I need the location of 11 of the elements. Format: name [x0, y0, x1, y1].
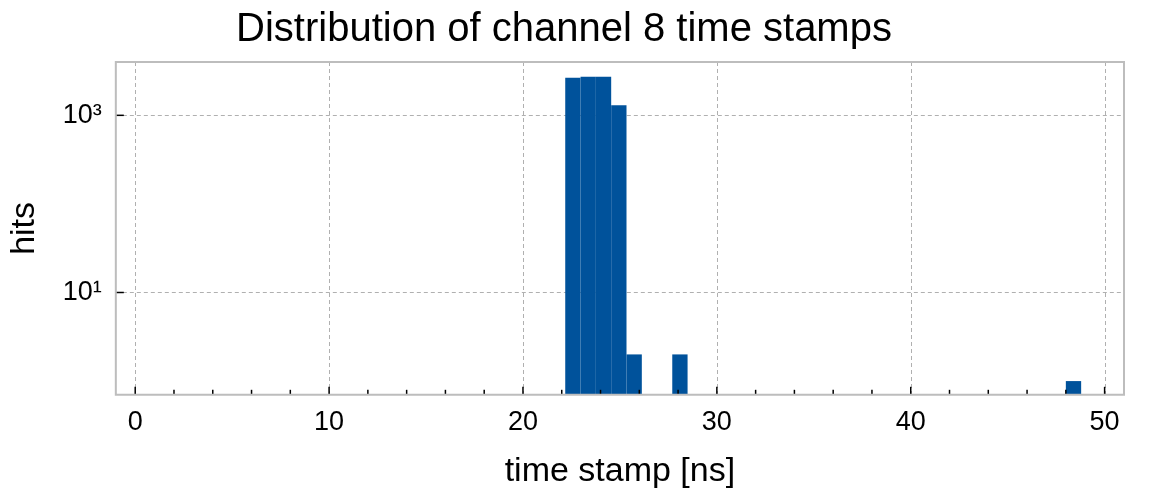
- x-tick-label: 40: [895, 406, 926, 437]
- x-tick-label: 50: [1089, 406, 1120, 437]
- x-tick-label: 20: [507, 406, 538, 437]
- chart-title: Distribution of channel 8 time stamps: [236, 5, 892, 50]
- x-tick-label: 0: [127, 406, 143, 437]
- y-axis-title: hits: [2, 201, 41, 255]
- x-tick-label: 10: [314, 406, 345, 437]
- x-tick-label: 30: [701, 406, 732, 437]
- y-tick-label: 10³: [62, 98, 102, 129]
- x-axis-title: time stamp [ns]: [504, 449, 736, 488]
- y-tick-label: 10¹: [62, 275, 102, 306]
